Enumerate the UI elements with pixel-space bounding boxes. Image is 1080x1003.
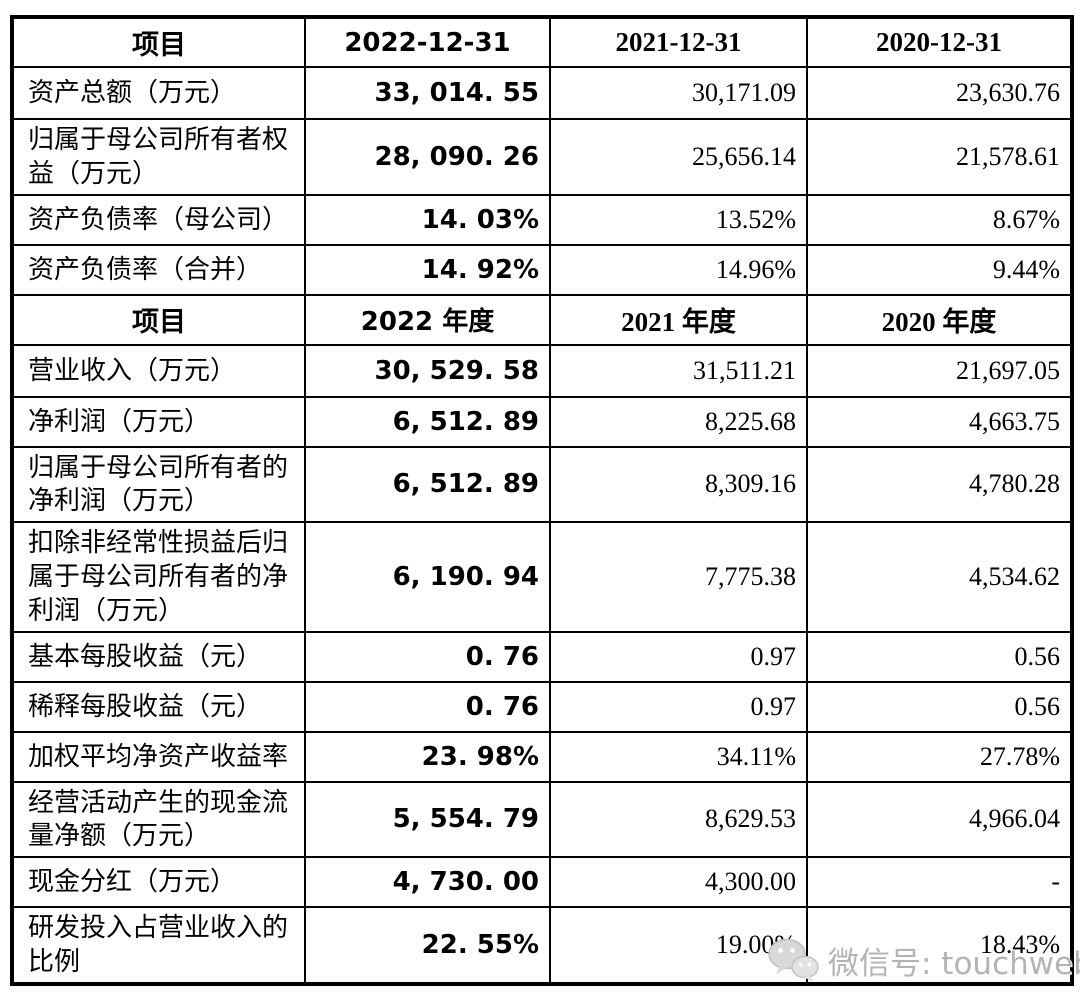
column-header-2022-12-31: 2022-12-31 — [304, 16, 551, 68]
table-row: 经营活动产生的现金流量净额（万元） 5, 554. 79 8,629.53 4,… — [11, 780, 1073, 859]
table-row: 归属于母公司所有者的净利润（万元） 6, 512. 89 8,309.16 4,… — [11, 445, 1073, 524]
value-2020: 0.56 — [806, 630, 1073, 683]
value-2020: 9.44% — [806, 243, 1073, 296]
value-2020: 21,578.61 — [806, 118, 1073, 196]
table-row: 资产负债率（合并） 14. 92% 14.96% 9.44% — [11, 243, 1073, 296]
value-2022: 0. 76 — [304, 680, 551, 733]
value-2020: 21,697.05 — [806, 343, 1073, 398]
value-2021: 13.52% — [549, 193, 808, 246]
column-header-item: 项目 — [11, 293, 306, 346]
value-2021: 0.97 — [549, 630, 808, 683]
table-row: 研发投入占营业收入的比例 22. 55% 19.00% 18.43% — [11, 906, 1073, 985]
column-header-item: 项目 — [11, 16, 306, 68]
financial-summary-table: 项目 2022-12-31 2021-12-31 2020-12-31 资产总额… — [10, 15, 1074, 986]
value-2022: 4, 730. 00 — [304, 856, 551, 909]
value-2021: 4,300.00 — [549, 856, 808, 909]
table-row: 现金分红（万元） 4, 730. 00 4,300.00 - — [11, 856, 1073, 909]
row-label: 稀释每股收益（元） — [11, 680, 306, 733]
value-2021: 8,225.68 — [549, 395, 808, 448]
value-2022: 14. 03% — [304, 193, 551, 246]
row-label: 资产总额（万元） — [11, 66, 306, 120]
value-2022: 28, 090. 26 — [304, 118, 551, 196]
row-label: 资产负债率（合并） — [11, 243, 306, 296]
header-row-balance: 项目 2022-12-31 2021-12-31 2020-12-31 — [11, 16, 1073, 68]
value-2022: 23. 98% — [304, 730, 551, 783]
value-2021: 34.11% — [549, 730, 808, 783]
row-label: 加权平均净资产收益率 — [11, 730, 306, 783]
value-2020: 0.56 — [806, 680, 1073, 733]
row-label: 基本每股收益（元） — [11, 630, 306, 683]
row-label: 归属于母公司所有者权益（万元） — [11, 118, 306, 196]
value-2022: 6, 190. 94 — [304, 521, 551, 633]
row-label: 资产负债率（母公司） — [11, 193, 306, 246]
table-row: 稀释每股收益（元） 0. 76 0.97 0.56 — [11, 680, 1073, 733]
row-label: 现金分红（万元） — [11, 856, 306, 909]
value-2021: 8,629.53 — [549, 780, 808, 859]
value-2021: 14.96% — [549, 243, 808, 296]
table-row: 加权平均净资产收益率 23. 98% 34.11% 27.78% — [11, 730, 1073, 783]
table-row: 基本每股收益（元） 0. 76 0.97 0.56 — [11, 630, 1073, 683]
watermark: 微信号: touchweb — [766, 936, 1080, 984]
column-header-2021-annual: 2021 年度 — [549, 293, 808, 346]
value-2022: 0. 76 — [304, 630, 551, 683]
value-2022: 5, 554. 79 — [304, 780, 551, 859]
row-label: 研发投入占营业收入的比例 — [11, 906, 306, 985]
table-row: 资产总额（万元） 33, 014. 55 30,171.09 23,630.76 — [11, 66, 1073, 120]
value-2022: 6, 512. 89 — [304, 445, 551, 524]
value-2022: 6, 512. 89 — [304, 395, 551, 448]
table-row: 净利润（万元） 6, 512. 89 8,225.68 4,663.75 — [11, 395, 1073, 448]
table-row: 资产负债率（母公司） 14. 03% 13.52% 8.67% — [11, 193, 1073, 246]
row-label: 经营活动产生的现金流量净额（万元） — [11, 780, 306, 859]
column-header-2022-annual: 2022 年度 — [304, 293, 551, 346]
value-2020: - — [806, 856, 1073, 909]
value-2020: 4,663.75 — [806, 395, 1073, 448]
column-header-2020-12-31: 2020-12-31 — [806, 16, 1073, 68]
value-2021: 7,775.38 — [549, 521, 808, 633]
value-2020: 18.43% — [806, 906, 1073, 985]
value-2021: 30,171.09 — [549, 66, 808, 120]
value-2020: 27.78% — [806, 730, 1073, 783]
value-2022: 22. 55% — [304, 906, 551, 985]
watermark-text: 微信号: touchweb — [828, 945, 1080, 982]
value-2021: 8,309.16 — [549, 445, 808, 524]
row-label: 扣除非经常性损益后归属于母公司所有者的净利润（万元） — [11, 521, 306, 633]
table-row: 归属于母公司所有者权益（万元） 28, 090. 26 25,656.14 21… — [11, 118, 1073, 196]
column-header-2020-annual: 2020 年度 — [806, 293, 1073, 346]
row-label: 归属于母公司所有者的净利润（万元） — [11, 445, 306, 524]
value-2020: 8.67% — [806, 193, 1073, 246]
wechat-icon — [768, 938, 819, 982]
value-2021: 31,511.21 — [549, 343, 808, 398]
row-label: 营业收入（万元） — [11, 343, 306, 398]
value-2020: 4,780.28 — [806, 445, 1073, 524]
value-2020: 4,966.04 — [806, 780, 1073, 859]
value-2022: 33, 014. 55 — [304, 66, 551, 120]
value-2020: 23,630.76 — [806, 66, 1073, 120]
table-row: 扣除非经常性损益后归属于母公司所有者的净利润（万元） 6, 190. 94 7,… — [11, 521, 1073, 633]
value-2020: 4,534.62 — [806, 521, 1073, 633]
value-2022: 30, 529. 58 — [304, 343, 551, 398]
table-row: 营业收入（万元） 30, 529. 58 31,511.21 21,697.05 — [11, 343, 1073, 398]
value-2021: 25,656.14 — [549, 118, 808, 196]
row-label: 净利润（万元） — [11, 395, 306, 448]
column-header-2021-12-31: 2021-12-31 — [549, 16, 808, 68]
header-row-income: 项目 2022 年度 2021 年度 2020 年度 — [11, 293, 1073, 346]
value-2021: 0.97 — [549, 680, 808, 733]
value-2022: 14. 92% — [304, 243, 551, 296]
